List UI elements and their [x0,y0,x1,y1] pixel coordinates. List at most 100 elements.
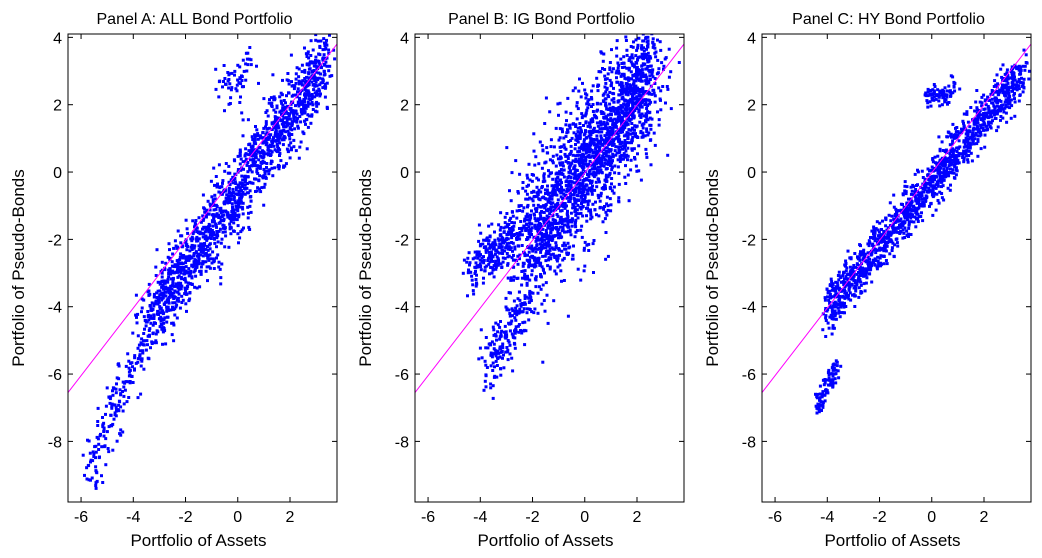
data-point [962,156,966,160]
data-point [253,153,256,157]
data-point [552,247,556,251]
data-point [315,91,319,95]
data-point [594,130,598,134]
data-point [554,226,558,230]
y-tick-label: -6 [48,367,62,384]
data-point [525,218,529,222]
data-point [625,141,629,145]
data-point [548,201,552,204]
data-point [583,264,587,268]
data-point [498,325,502,329]
data-point [136,346,140,350]
data-point [612,86,615,90]
data-point [542,218,546,222]
data-point [634,164,638,168]
x-axis-label: Portfolio of Assets [477,531,613,550]
data-point [525,307,529,311]
data-point [558,145,562,149]
x-tick-label: 2 [633,509,642,526]
data-point [239,230,243,234]
data-point [1020,76,1023,80]
data-point [587,143,591,147]
data-point [602,100,606,103]
data-point [133,356,137,360]
data-point [249,58,253,62]
data-point [626,134,630,138]
data-point [217,216,221,219]
data-point [873,257,877,261]
data-point [501,356,504,360]
data-point [575,211,579,215]
data-point [549,231,553,235]
data-point [536,203,540,207]
data-point [658,40,662,44]
data-point [253,148,257,152]
data-point [210,219,214,223]
data-point [510,319,514,323]
data-point [283,121,287,125]
data-point [592,141,596,145]
data-point [287,122,291,126]
data-point [565,189,569,193]
data-point [560,187,564,191]
data-point [611,141,615,145]
data-point [622,72,626,76]
data-point [912,220,916,224]
data-point [579,95,583,99]
data-point [630,53,634,57]
data-point [267,169,271,173]
data-point [592,138,596,142]
data-point [264,125,267,129]
data-point [597,180,601,184]
data-point [207,212,211,216]
data-point [625,48,629,52]
data-point [234,214,238,217]
data-point [909,185,913,189]
data-point [248,142,252,146]
data-point [243,183,247,187]
data-point [314,59,317,62]
data-point [620,109,624,113]
data-point [264,143,268,147]
data-point [231,181,235,185]
data-point [631,135,635,139]
x-tick-label: -2 [178,509,192,526]
data-point [195,226,199,230]
data-point [496,237,500,241]
data-point [587,98,591,102]
data-point [506,348,510,352]
data-point [542,211,546,214]
data-point [558,101,562,105]
data-point [161,342,164,346]
data-point [617,115,621,119]
data-point [539,287,543,291]
data-point [515,304,519,308]
data-point [233,199,237,203]
data-point [948,155,952,159]
data-point [482,246,486,249]
data-point [255,64,258,68]
data-point [612,106,616,110]
data-point [606,160,610,164]
data-point [91,459,95,463]
data-point [94,456,97,460]
data-point [546,184,549,188]
data-point [489,250,493,254]
data-point [198,269,202,273]
data-point [266,114,270,118]
data-point [606,128,610,132]
data-point [548,158,552,162]
data-point [512,275,516,279]
data-point [604,101,608,105]
data-point [572,131,576,135]
data-point [522,206,526,210]
data-point [512,265,516,269]
data-point [575,117,579,121]
data-point [282,138,286,142]
data-point [602,152,606,155]
point-cluster [477,277,534,400]
data-point [236,168,240,171]
data-point [151,307,155,311]
data-point [271,174,275,178]
data-point [561,130,564,134]
